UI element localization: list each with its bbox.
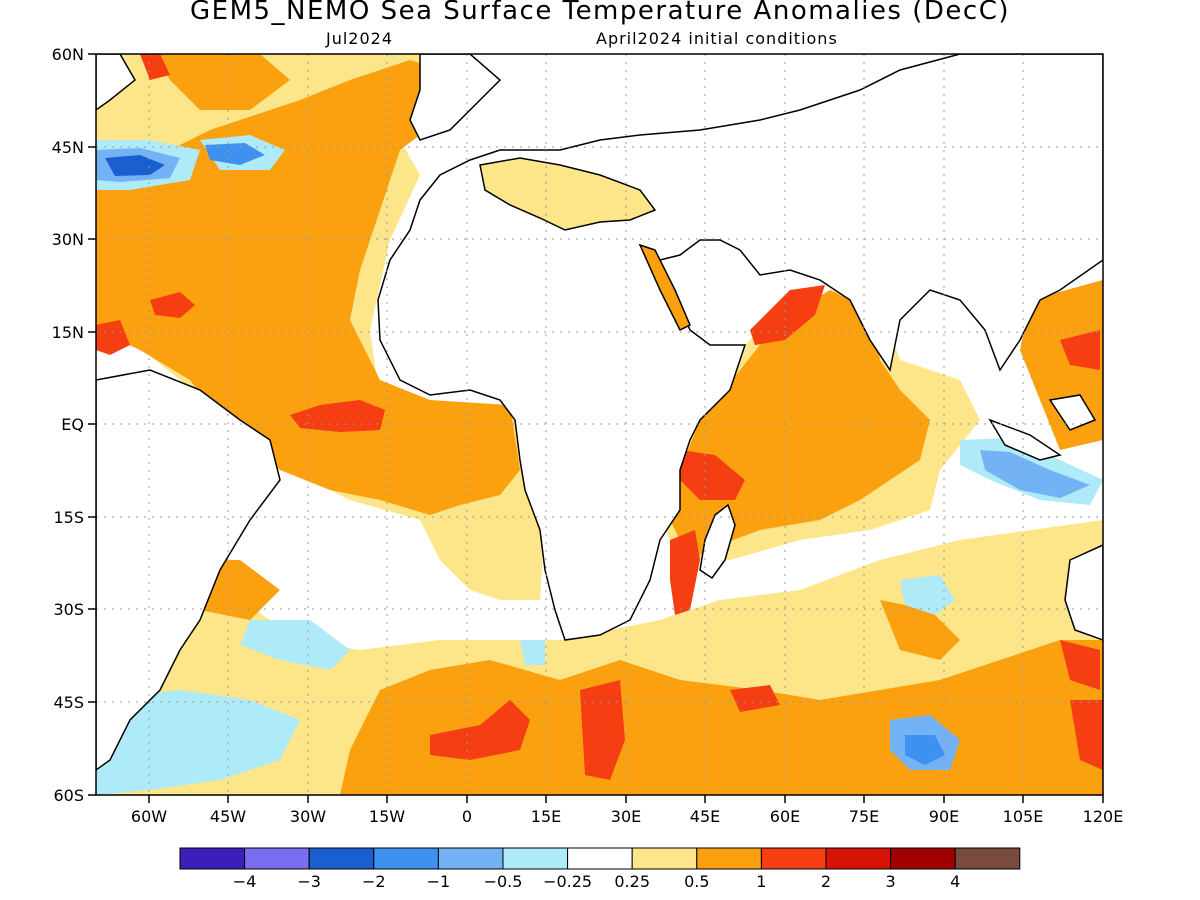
colorbar-label: 4 <box>950 872 960 891</box>
lon-label: 75E <box>849 807 879 826</box>
colorbar-swatch <box>437 847 504 870</box>
lon-label: 15W <box>369 807 405 826</box>
lon-label: 105E <box>1003 807 1044 826</box>
lat-label: 60S <box>53 786 84 805</box>
colorbar-label: 1 <box>756 872 766 891</box>
colorbar-label: −2 <box>362 872 386 891</box>
colorbar-swatch <box>308 847 375 870</box>
lat-label: EQ <box>61 415 84 434</box>
lon-axis <box>148 795 1104 803</box>
colorbar-label: −1 <box>427 872 451 891</box>
lon-label: 45E <box>690 807 720 826</box>
lat-label: 15N <box>52 323 84 342</box>
colorbar: −4 −3 −2 −1 −0.5 −0.25 0.25 0.5 1 2 3 4 <box>179 847 1021 891</box>
valid-month-label: Jul2024 <box>326 29 394 48</box>
lat-label: 30S <box>53 600 84 619</box>
lon-label: 90E <box>929 807 959 826</box>
lon-label: 30W <box>290 807 326 826</box>
colorbar-swatch <box>890 847 956 870</box>
lon-label: 60W <box>131 807 167 826</box>
lon-label: 30E <box>611 807 641 826</box>
lat-label: 60N <box>52 45 84 64</box>
lat-axis <box>88 53 96 796</box>
lat-label: 15S <box>53 508 84 527</box>
lon-label: 120E <box>1083 807 1124 826</box>
colorbar-swatch <box>954 847 1021 870</box>
colorbar-swatch <box>825 847 892 870</box>
colorbar-swatch <box>244 847 310 870</box>
colorbar-swatch <box>696 847 762 870</box>
colorbar-swatch <box>502 847 569 870</box>
colorbar-label: −3 <box>297 872 321 891</box>
colorbar-label: 0.25 <box>614 872 650 891</box>
colorbar-label: 3 <box>886 872 896 891</box>
map-title: GEM5_NEMO Sea Surface Temperature Anomal… <box>190 0 1010 26</box>
lon-label: 15E <box>531 807 561 826</box>
lat-label: 30N <box>52 230 84 249</box>
colorbar-label: −4 <box>233 872 257 891</box>
colorbar-swatch <box>631 847 698 870</box>
colorbar-label: 2 <box>821 872 831 891</box>
lon-label: 0 <box>462 807 472 826</box>
colorbar-swatch <box>373 847 439 870</box>
graticule <box>96 54 1103 795</box>
colorbar-swatch <box>567 847 633 870</box>
lon-label: 45W <box>210 807 246 826</box>
colorbar-label: −0.5 <box>484 872 523 891</box>
lat-label: 45S <box>53 693 84 712</box>
lat-label: 45N <box>52 138 84 157</box>
lon-label: 60E <box>770 807 800 826</box>
colorbar-swatch <box>179 847 246 870</box>
landmasses <box>96 54 1103 771</box>
colorbar-swatch <box>760 847 827 870</box>
colorbar-label: −0.25 <box>543 872 592 891</box>
colorbar-label: 0.5 <box>684 872 709 891</box>
initial-conditions-label: April2024 initial conditions <box>596 29 838 48</box>
